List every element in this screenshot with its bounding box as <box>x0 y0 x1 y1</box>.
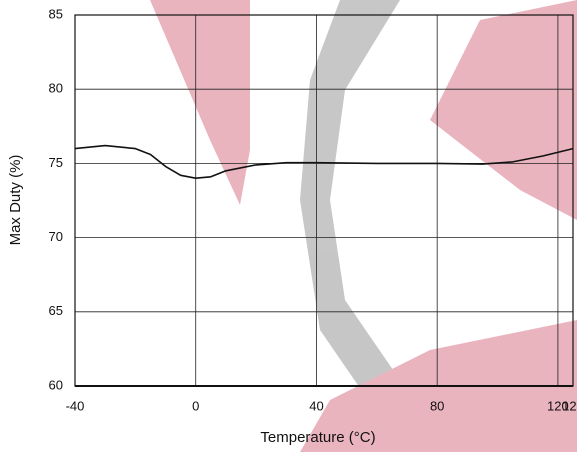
y-tick-label: 80 <box>49 81 63 96</box>
watermark-shape <box>430 0 577 220</box>
x-tick-label: -40 <box>66 398 85 413</box>
x-tick-label: 0 <box>192 398 199 413</box>
x-tick-label: 125 <box>562 398 577 413</box>
watermark-shape <box>300 0 400 410</box>
x-tick-label: 40 <box>309 398 323 413</box>
y-tick-label: 75 <box>49 155 63 170</box>
chart: Temperature (°C) Max Duty (%) 60 65 70 75 80… <box>0 0 577 452</box>
y-tick-label: 60 <box>49 377 63 392</box>
x-axis-label: Temperature (°C) <box>260 429 375 446</box>
y-tick-label: 65 <box>49 303 63 318</box>
watermark-shape <box>150 0 250 205</box>
y-axis-label: Max Duty (%) <box>7 155 24 246</box>
y-tick-label: 70 <box>49 229 63 244</box>
watermark <box>150 0 577 452</box>
y-tick-label: 85 <box>49 6 63 21</box>
x-tick-label: 80 <box>430 398 444 413</box>
